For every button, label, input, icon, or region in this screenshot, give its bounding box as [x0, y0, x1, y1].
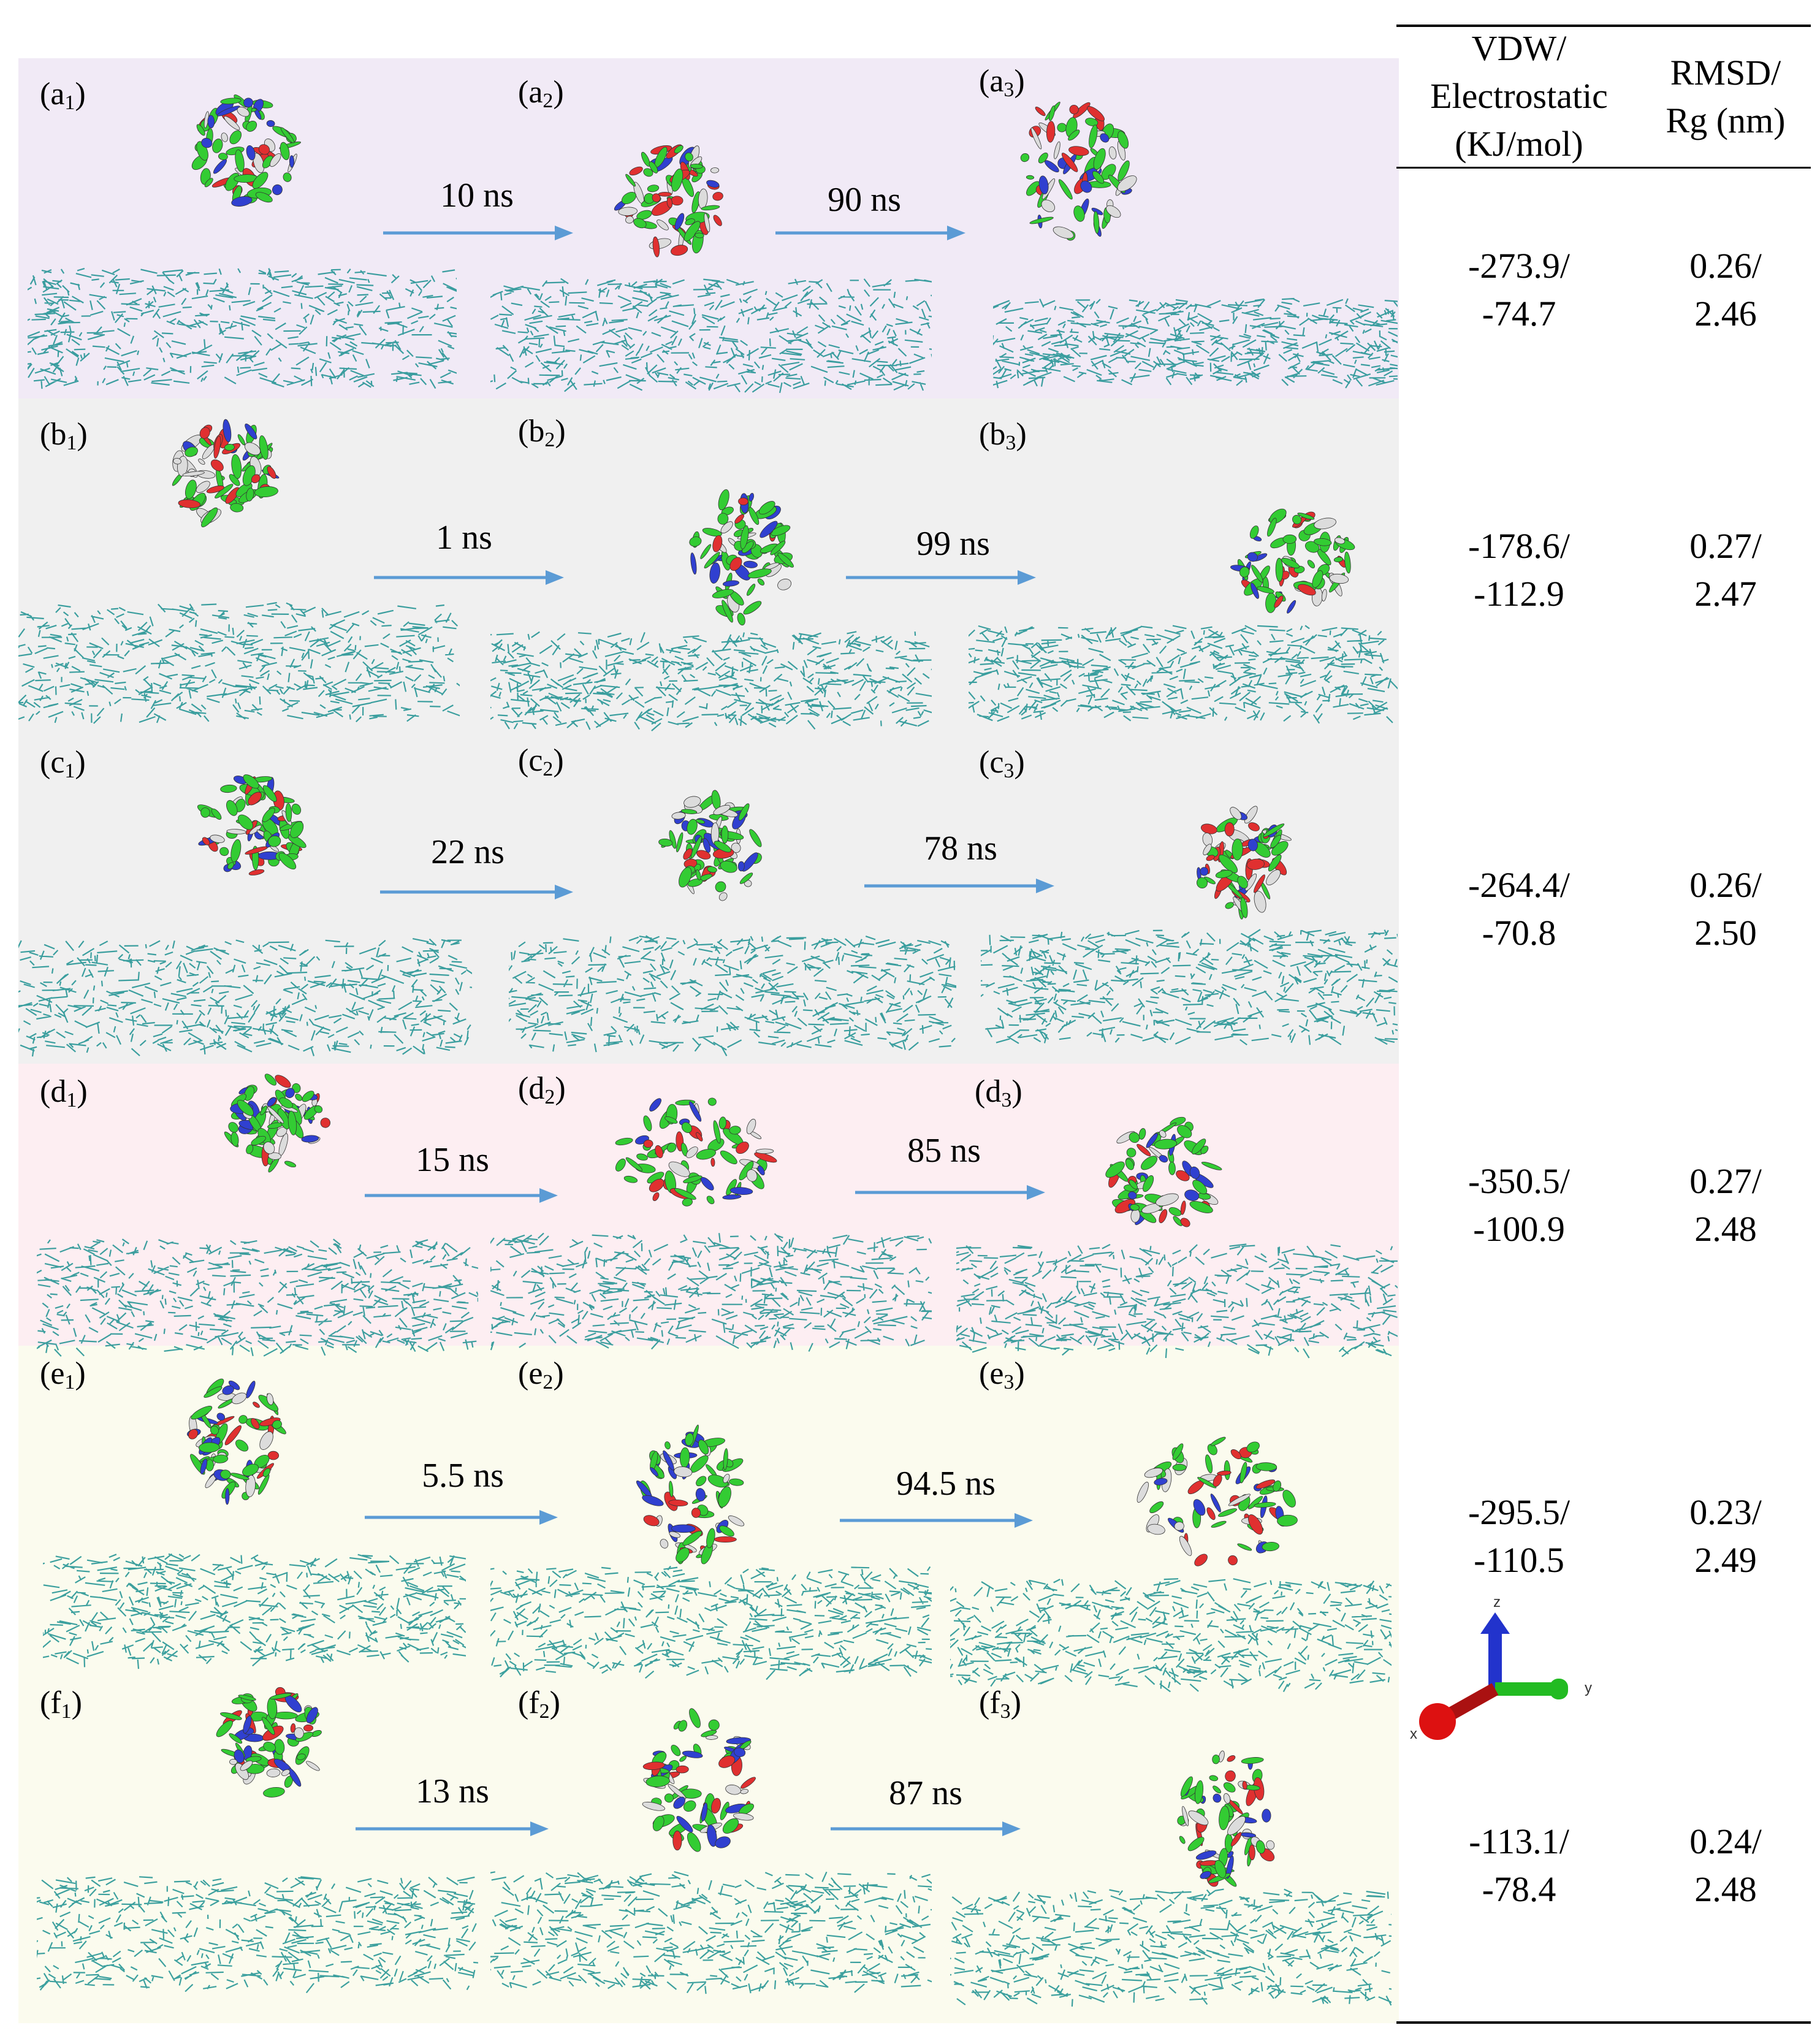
panel-label-d3: (d3): [975, 1074, 1022, 1112]
axis-label-z: z: [1493, 1594, 1501, 1611]
row-bc-background: [18, 399, 1399, 1064]
vdw-elec-f: -113.1/-78.4: [1469, 1821, 1569, 1909]
vdw-elec-e: -295.5/-110.5: [1468, 1492, 1570, 1580]
arrow-label-a-1: 10 ns: [440, 177, 514, 215]
rmsd-rg-e: 0.23/2.49: [1689, 1492, 1762, 1580]
vdw-elec-d: -350.5/-100.9: [1468, 1161, 1570, 1249]
table-bottom-rule: [1396, 2021, 1811, 2024]
rmsd-rg-d: 0.27/2.48: [1689, 1161, 1762, 1249]
row-d-background: [18, 1064, 1399, 1346]
arrow-label-d-1: 15 ns: [416, 1141, 489, 1179]
panel-label-a2: (a2): [518, 75, 564, 112]
rmsd-rg-f: 0.24/2.48: [1689, 1821, 1762, 1909]
panel-label-e3: (e3): [979, 1356, 1025, 1394]
panel-label-b1: (b1): [40, 417, 88, 454]
arrow-label-e-1: 5.5 ns: [422, 1457, 504, 1495]
panel-label-d2: (d2): [518, 1071, 566, 1108]
rmsd-rg-a: 0.26/2.46: [1689, 246, 1762, 334]
axis-label-x: x: [1410, 1726, 1417, 1742]
row-ef-background: [18, 1346, 1399, 2023]
xyz-axes-icon: [1419, 1612, 1568, 1740]
panel-label-e2: (e2): [518, 1356, 564, 1394]
vdw-elec-a: -273.9/-74.7: [1468, 246, 1570, 334]
table-top-rule: [1396, 25, 1811, 27]
panel-label-c3: (c3): [979, 745, 1025, 782]
arrow-label-c-1: 22 ns: [431, 833, 504, 871]
arrow-label-b-1: 1 ns: [436, 519, 492, 557]
arrow-label-d-2: 85 ns: [907, 1132, 981, 1170]
axis-label-y: y: [1585, 1680, 1592, 1696]
header-rmsd-rg: RMSD/ Rg (nm): [1666, 53, 1786, 140]
header-vdw-electrostatic: VDW/ Electrostatic (KJ/mol): [1430, 28, 1608, 164]
panel-label-e1: (e1): [40, 1356, 86, 1394]
arrow-label-f-2: 87 ns: [889, 1774, 962, 1812]
arrow-label-a-2: 90 ns: [828, 181, 901, 219]
table-header-rule: [1396, 167, 1811, 169]
vdw-elec-b: -178.6/-112.9: [1468, 526, 1570, 614]
panel-label-b3: (b3): [979, 417, 1027, 454]
arrow-label-c-2: 78 ns: [924, 829, 997, 868]
arrow-label-f-1: 13 ns: [416, 1772, 489, 1810]
arrow-label-b-2: 99 ns: [916, 525, 990, 563]
panel-label-b2: (b2): [518, 414, 566, 451]
panel-label-d1: (d1): [40, 1074, 88, 1112]
row-a-background: [18, 58, 1399, 399]
panel-label-f3: (f3): [979, 1685, 1021, 1723]
rmsd-rg-b: 0.27/2.47: [1689, 526, 1762, 614]
panel-label-c2: (c2): [518, 743, 564, 780]
arrow-label-e-2: 94.5 ns: [896, 1465, 996, 1503]
vdw-elec-c: -264.4/-70.8: [1468, 865, 1570, 953]
panel-label-f2: (f2): [518, 1685, 560, 1723]
panel-label-a1: (a1): [40, 77, 86, 114]
panel-label-f1: (f1): [40, 1685, 82, 1723]
panel-label-a3: (a3): [979, 64, 1025, 101]
rmsd-rg-c: 0.26/2.50: [1689, 865, 1762, 953]
panel-label-c1: (c1): [40, 745, 86, 782]
